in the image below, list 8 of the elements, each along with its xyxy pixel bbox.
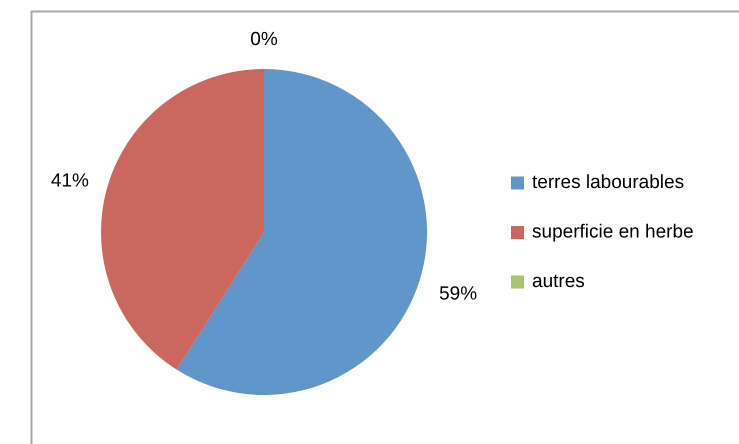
data-label: 59% (439, 283, 478, 304)
text: 0% (250, 28, 278, 50)
legend-label: superficie en herbe (532, 222, 694, 243)
pie-slice (101, 69, 264, 370)
legend-label: autres (532, 271, 585, 292)
data-label: 41% (50, 170, 90, 192)
pie-slice (176, 69, 427, 395)
legend-label: terres labourables (532, 172, 684, 194)
